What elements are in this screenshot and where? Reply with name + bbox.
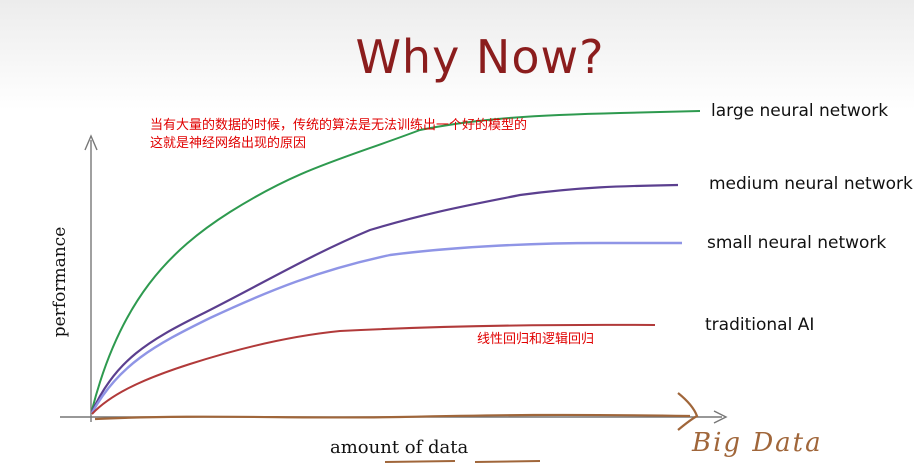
x-axis-arrow [713, 410, 728, 424]
slide-title: Why Now? [355, 30, 605, 84]
series-line-medium [90, 183, 679, 413]
big-data-arrow [677, 392, 699, 431]
xlabel-underline [384, 460, 541, 463]
big-data-underline [94, 413, 691, 421]
y-axis-label: performance [50, 226, 70, 338]
x-axis-label: amount of data [330, 437, 469, 458]
series-line-small [90, 241, 682, 414]
series-line-traditional [91, 323, 656, 415]
annotation-note-top: 当有大量的数据的时候，传统的算法是无法训练出一个好的模型的 这就是神经网络出现的… [150, 118, 528, 151]
series-label-traditional: traditional AI [705, 315, 815, 335]
big-data-handwritten: Big Data [692, 428, 823, 458]
series-label-large: large neural network [711, 101, 889, 121]
series-label-medium: medium neural network [709, 174, 913, 194]
series-label-small: small neural network [707, 233, 887, 253]
y-axis-arrow [84, 134, 98, 151]
annotation-note-traditional: 线性回归和逻辑回归 [477, 332, 595, 347]
slide-header-band [0, 0, 914, 110]
series-line-large [91, 110, 701, 411]
